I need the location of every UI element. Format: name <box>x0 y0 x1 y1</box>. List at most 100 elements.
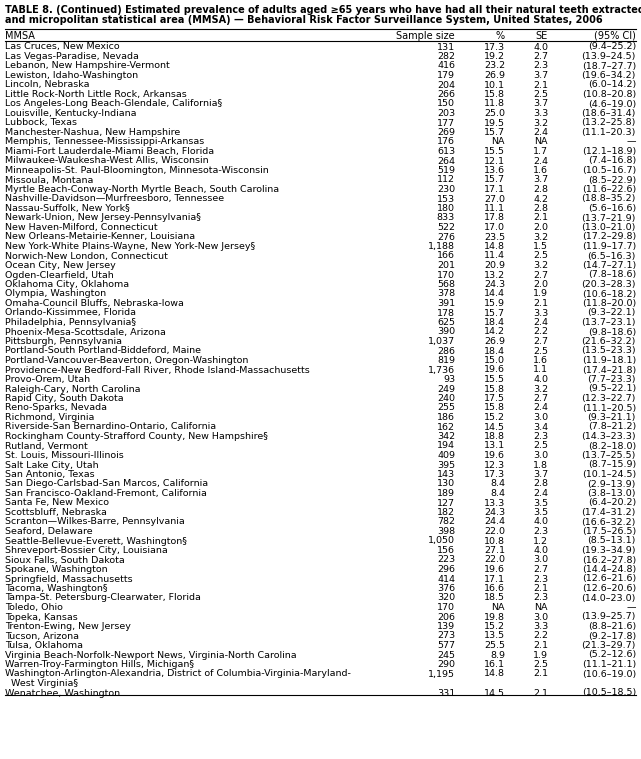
Text: 127: 127 <box>437 499 455 508</box>
Text: 14.4: 14.4 <box>484 289 505 298</box>
Text: 20.9: 20.9 <box>484 261 505 270</box>
Text: 342: 342 <box>437 432 455 441</box>
Text: (8.5–22.9): (8.5–22.9) <box>588 175 636 184</box>
Text: Toledo, Ohio: Toledo, Ohio <box>5 603 63 612</box>
Text: 14.8: 14.8 <box>484 669 505 679</box>
Text: (17.2–29.8): (17.2–29.8) <box>582 232 636 241</box>
Text: (8.7–15.9): (8.7–15.9) <box>588 461 636 470</box>
Text: 18.4: 18.4 <box>484 347 505 355</box>
Text: Santa Fe, New Mexico: Santa Fe, New Mexico <box>5 499 109 508</box>
Text: Pittsburgh, Pennsylvania: Pittsburgh, Pennsylvania <box>5 337 122 346</box>
Text: 2.5: 2.5 <box>533 251 548 260</box>
Text: (9.3–22.1): (9.3–22.1) <box>588 308 636 317</box>
Text: 2.7: 2.7 <box>533 337 548 346</box>
Text: 4.0: 4.0 <box>533 518 548 527</box>
Text: West Virginia§: West Virginia§ <box>5 679 78 688</box>
Text: 11.4: 11.4 <box>484 251 505 260</box>
Text: 15.2: 15.2 <box>484 622 505 631</box>
Text: 3.5: 3.5 <box>533 508 548 517</box>
Text: St. Louis, Missouri-Illinois: St. Louis, Missouri-Illinois <box>5 451 124 460</box>
Text: 577: 577 <box>437 641 455 650</box>
Text: 201: 201 <box>437 261 455 270</box>
Text: 170: 170 <box>437 270 455 279</box>
Text: 230: 230 <box>437 185 455 194</box>
Text: 2.4: 2.4 <box>533 489 548 498</box>
Text: 150: 150 <box>437 99 455 109</box>
Text: Missoula, Montana: Missoula, Montana <box>5 175 94 184</box>
Text: 3.2: 3.2 <box>533 118 548 128</box>
Text: (11.1–21.1): (11.1–21.1) <box>582 660 636 669</box>
Text: 3.7: 3.7 <box>533 470 548 479</box>
Text: 249: 249 <box>437 385 455 393</box>
Text: 782: 782 <box>437 518 455 527</box>
Text: (10.6–18.2): (10.6–18.2) <box>582 289 636 298</box>
Text: 3.2: 3.2 <box>533 261 548 270</box>
Text: 2.5: 2.5 <box>533 347 548 355</box>
Text: (12.6–21.6): (12.6–21.6) <box>582 575 636 584</box>
Text: 11.1: 11.1 <box>484 204 505 213</box>
Text: 2.5: 2.5 <box>533 442 548 451</box>
Text: 189: 189 <box>437 489 455 498</box>
Text: (17.4–21.8): (17.4–21.8) <box>582 366 636 374</box>
Text: (7.4–16.8): (7.4–16.8) <box>588 156 636 165</box>
Text: 26.9: 26.9 <box>484 71 505 80</box>
Text: 8.4: 8.4 <box>490 480 505 489</box>
Text: (6.5–16.3): (6.5–16.3) <box>588 251 636 260</box>
Text: 1,195: 1,195 <box>428 669 455 679</box>
Text: 290: 290 <box>437 660 455 669</box>
Text: Norwich-New London, Connecticut: Norwich-New London, Connecticut <box>5 251 168 260</box>
Text: Portland-South Portland-Biddeford, Maine: Portland-South Portland-Biddeford, Maine <box>5 347 201 355</box>
Text: 23.2: 23.2 <box>484 61 505 71</box>
Text: San Antonio, Texas: San Antonio, Texas <box>5 470 95 479</box>
Text: 3.5: 3.5 <box>533 499 548 508</box>
Text: Olympia, Washington: Olympia, Washington <box>5 289 106 298</box>
Text: Las Cruces, New Mexico: Las Cruces, New Mexico <box>5 43 120 52</box>
Text: —: — <box>626 137 636 146</box>
Text: 25.0: 25.0 <box>484 109 505 118</box>
Text: Sample size: Sample size <box>396 31 455 41</box>
Text: 2.8: 2.8 <box>533 185 548 194</box>
Text: 17.1: 17.1 <box>484 185 505 194</box>
Text: 19.6: 19.6 <box>484 451 505 460</box>
Text: Rapid City, South Dakota: Rapid City, South Dakota <box>5 394 124 403</box>
Text: 3.3: 3.3 <box>533 622 548 631</box>
Text: 1,188: 1,188 <box>428 242 455 251</box>
Text: 390: 390 <box>437 327 455 336</box>
Text: (19.6–34.2): (19.6–34.2) <box>581 71 636 80</box>
Text: 15.7: 15.7 <box>484 175 505 184</box>
Text: 2.3: 2.3 <box>533 432 548 441</box>
Text: (13.9–24.5): (13.9–24.5) <box>581 52 636 61</box>
Text: 273: 273 <box>437 631 455 641</box>
Text: (13.7–21.9): (13.7–21.9) <box>581 213 636 222</box>
Text: Provo-Orem, Utah: Provo-Orem, Utah <box>5 375 90 384</box>
Text: 16.1: 16.1 <box>484 660 505 669</box>
Text: 4.0: 4.0 <box>533 43 548 52</box>
Text: 819: 819 <box>437 356 455 365</box>
Text: (10.6–19.0): (10.6–19.0) <box>582 669 636 679</box>
Text: 206: 206 <box>437 613 455 622</box>
Text: Ocean City, New Jersey: Ocean City, New Jersey <box>5 261 116 270</box>
Text: Newark-Union, New Jersey-Pennsylvania§: Newark-Union, New Jersey-Pennsylvania§ <box>5 213 201 222</box>
Text: 2.5: 2.5 <box>533 660 548 669</box>
Text: Seattle-Bellevue-Everett, Washington§: Seattle-Bellevue-Everett, Washington§ <box>5 537 187 546</box>
Text: 4.0: 4.0 <box>533 546 548 555</box>
Text: 11.8: 11.8 <box>484 99 505 109</box>
Text: 2.7: 2.7 <box>533 394 548 403</box>
Text: 8.4: 8.4 <box>490 489 505 498</box>
Text: 112: 112 <box>437 175 455 184</box>
Text: Rockingham County-Strafford County, New Hampshire§: Rockingham County-Strafford County, New … <box>5 432 268 441</box>
Text: 2.4: 2.4 <box>533 404 548 412</box>
Text: 2.7: 2.7 <box>533 270 548 279</box>
Text: 19.5: 19.5 <box>484 118 505 128</box>
Text: 2.1: 2.1 <box>533 299 548 308</box>
Text: (17.4–31.2): (17.4–31.2) <box>581 508 636 517</box>
Text: 17.3: 17.3 <box>484 470 505 479</box>
Text: 1.9: 1.9 <box>533 289 548 298</box>
Text: 376: 376 <box>437 584 455 593</box>
Text: 3.0: 3.0 <box>533 556 548 565</box>
Text: 17.3: 17.3 <box>484 43 505 52</box>
Text: 395: 395 <box>437 461 455 470</box>
Text: 204: 204 <box>437 80 455 90</box>
Text: MMSA: MMSA <box>5 31 35 41</box>
Text: 17.0: 17.0 <box>484 223 505 232</box>
